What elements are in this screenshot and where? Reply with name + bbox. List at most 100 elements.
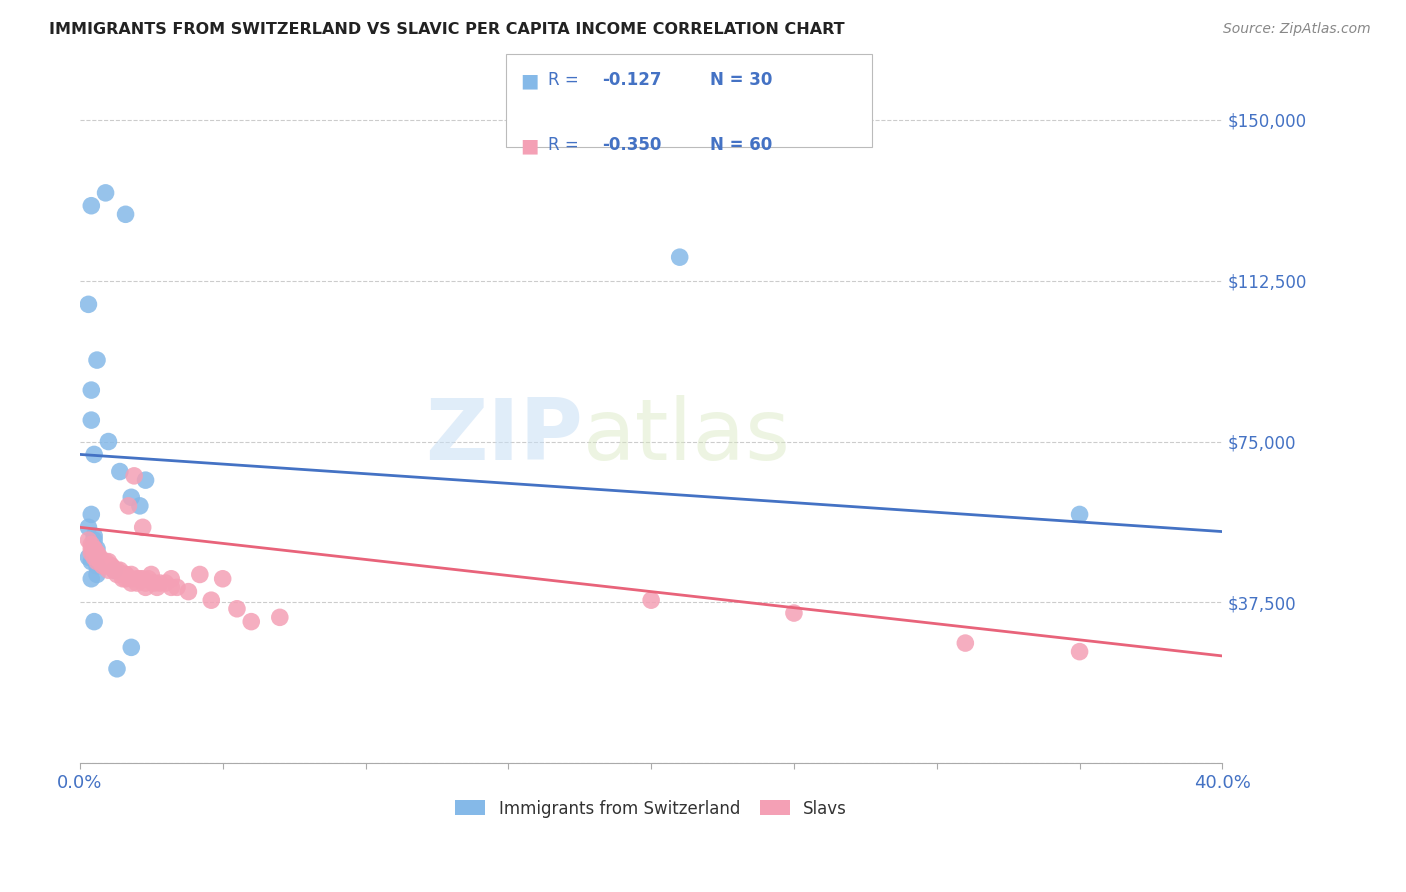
Point — [131, 520, 153, 534]
Text: R =: R = — [548, 71, 585, 89]
Point — [783, 606, 806, 620]
Point — [83, 541, 105, 556]
Point — [83, 529, 105, 543]
Point — [131, 572, 153, 586]
Point — [640, 593, 662, 607]
Point — [111, 572, 134, 586]
Text: atlas: atlas — [582, 395, 790, 478]
Point — [83, 615, 105, 629]
Text: IMMIGRANTS FROM SWITZERLAND VS SLAVIC PER CAPITA INCOME CORRELATION CHART: IMMIGRANTS FROM SWITZERLAND VS SLAVIC PE… — [49, 22, 845, 37]
Point — [80, 383, 103, 397]
Point — [141, 567, 163, 582]
Point — [114, 567, 136, 582]
Text: Source: ZipAtlas.com: Source: ZipAtlas.com — [1223, 22, 1371, 37]
Point — [955, 636, 977, 650]
Point — [240, 615, 263, 629]
Point — [166, 580, 188, 594]
Text: -0.350: -0.350 — [602, 136, 661, 154]
Text: -0.127: -0.127 — [602, 71, 661, 89]
Point — [100, 558, 122, 573]
Point — [86, 546, 108, 560]
Point — [128, 499, 150, 513]
Point — [80, 508, 103, 522]
Point — [80, 413, 103, 427]
Point — [226, 601, 249, 615]
Point — [89, 550, 111, 565]
Point — [103, 563, 125, 577]
Point — [138, 572, 160, 586]
Point — [188, 567, 211, 582]
Point — [128, 572, 150, 586]
Point — [86, 546, 108, 560]
Point — [155, 576, 177, 591]
Point — [1069, 645, 1091, 659]
Point — [77, 297, 100, 311]
Point — [97, 434, 120, 449]
Text: ■: ■ — [520, 71, 538, 90]
Point — [125, 572, 148, 586]
Point — [91, 558, 114, 573]
Point — [105, 567, 128, 582]
Point — [114, 572, 136, 586]
Point — [77, 550, 100, 565]
Point — [120, 576, 142, 591]
Point — [89, 555, 111, 569]
Point — [668, 250, 690, 264]
Point — [86, 567, 108, 582]
Point — [94, 186, 117, 200]
Point — [120, 567, 142, 582]
Text: R =: R = — [548, 136, 585, 154]
Point — [100, 558, 122, 573]
Point — [135, 576, 157, 591]
Point — [160, 572, 183, 586]
Point — [105, 563, 128, 577]
Point — [114, 207, 136, 221]
Point — [77, 520, 100, 534]
Point — [125, 576, 148, 591]
Point — [83, 541, 105, 556]
Point — [86, 555, 108, 569]
Point — [111, 567, 134, 582]
Point — [80, 199, 103, 213]
Point — [108, 563, 131, 577]
Point — [83, 541, 105, 556]
Point — [120, 491, 142, 505]
Point — [117, 499, 139, 513]
Point — [269, 610, 291, 624]
Point — [200, 593, 222, 607]
Point — [80, 537, 103, 551]
Point — [80, 541, 103, 556]
Point — [105, 662, 128, 676]
Point — [135, 580, 157, 594]
Point — [86, 353, 108, 368]
Point — [146, 580, 169, 594]
Point — [211, 572, 233, 586]
Point — [94, 558, 117, 573]
Point — [103, 563, 125, 577]
Point — [83, 447, 105, 461]
Point — [122, 468, 145, 483]
Legend: Immigrants from Switzerland, Slavs: Immigrants from Switzerland, Slavs — [449, 793, 853, 824]
Text: ■: ■ — [520, 136, 538, 155]
Point — [108, 465, 131, 479]
Point — [135, 473, 157, 487]
Point — [83, 550, 105, 565]
Point — [120, 640, 142, 655]
Point — [114, 567, 136, 582]
Point — [83, 533, 105, 548]
Point — [86, 558, 108, 573]
Text: ZIP: ZIP — [425, 395, 582, 478]
Point — [177, 584, 200, 599]
Point — [80, 546, 103, 560]
Point — [80, 572, 103, 586]
Point — [1069, 508, 1091, 522]
Point — [97, 563, 120, 577]
Text: N = 60: N = 60 — [710, 136, 772, 154]
Point — [160, 580, 183, 594]
Point — [120, 572, 142, 586]
Point — [143, 576, 166, 591]
Point — [86, 541, 108, 556]
Point — [80, 555, 103, 569]
Point — [77, 533, 100, 548]
Point — [149, 576, 172, 591]
